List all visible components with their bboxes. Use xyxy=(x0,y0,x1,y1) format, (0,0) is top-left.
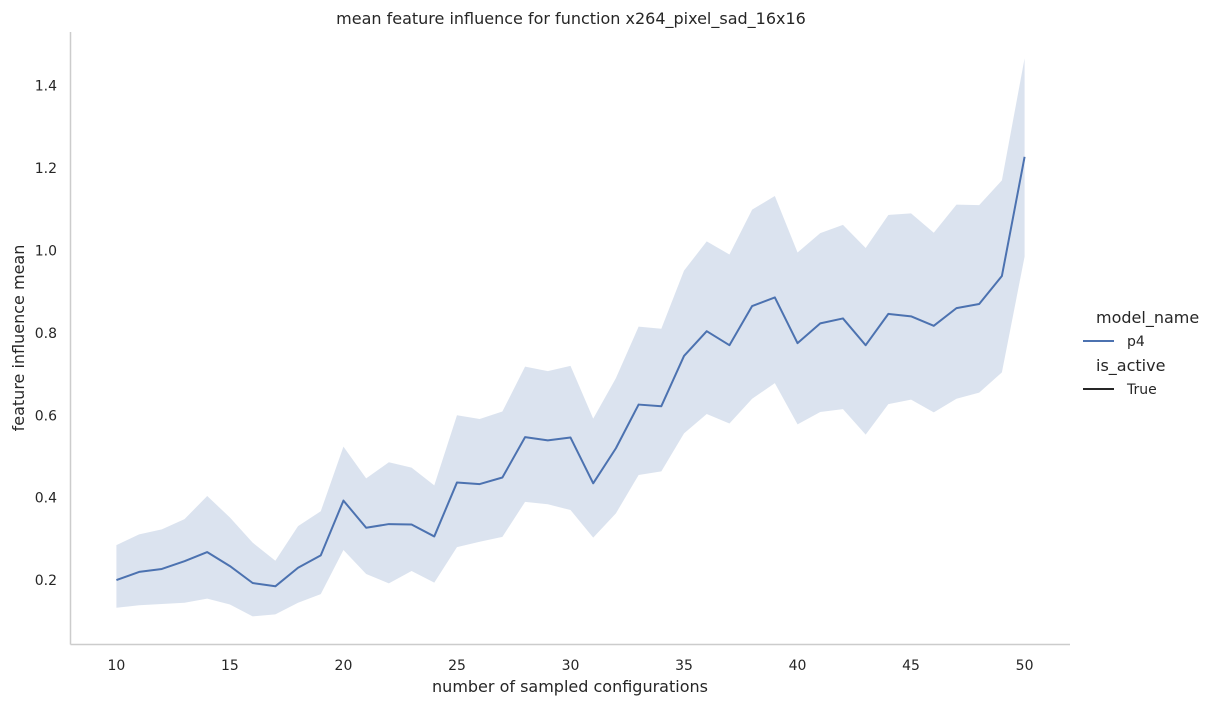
data-point xyxy=(545,438,550,443)
legend-label-true: True xyxy=(1126,382,1157,398)
data-point xyxy=(886,311,891,316)
data-point xyxy=(1022,154,1027,159)
data-point xyxy=(114,578,119,583)
confidence-band xyxy=(116,58,1025,617)
data-point xyxy=(432,534,437,539)
y-axis-title: feature influence mean xyxy=(9,245,28,432)
x-tick-label: 35 xyxy=(675,658,693,674)
data-point xyxy=(795,341,800,346)
y-axis-ticks: 0.2 0.4 0.6 0.8 1.0 1.2 1.4 xyxy=(35,79,57,590)
x-tick-label: 40 xyxy=(789,658,807,674)
x-tick-label: 45 xyxy=(902,658,920,674)
data-point xyxy=(159,566,164,571)
data-point xyxy=(409,522,414,527)
x-axis-title: number of sampled configurations xyxy=(432,677,708,696)
data-point xyxy=(682,353,687,358)
data-point xyxy=(568,435,573,440)
x-axis-ticks: 10 15 20 25 30 35 40 45 50 xyxy=(107,658,1033,674)
y-tick-label: 0.8 xyxy=(35,326,57,342)
data-point xyxy=(227,564,232,569)
x-tick-label: 15 xyxy=(221,658,239,674)
data-point xyxy=(341,498,346,503)
data-point xyxy=(205,550,210,555)
y-tick-label: 0.4 xyxy=(35,491,57,507)
y-tick-label: 1.2 xyxy=(35,161,57,177)
x-tick-label: 30 xyxy=(562,658,580,674)
x-tick-label: 25 xyxy=(448,658,466,674)
data-point xyxy=(296,565,301,570)
series-line-p4 xyxy=(116,156,1026,588)
data-point xyxy=(999,273,1004,278)
legend-title-is-active: is_active xyxy=(1096,356,1165,376)
data-point xyxy=(182,559,187,564)
y-tick-label: 0.6 xyxy=(35,408,57,424)
data-point xyxy=(364,525,369,530)
data-point xyxy=(659,404,664,409)
data-point xyxy=(977,302,982,307)
data-point xyxy=(909,314,914,319)
data-point xyxy=(477,482,482,487)
data-point xyxy=(750,304,755,309)
legend: model_name p4 is_active True xyxy=(1083,308,1199,398)
y-tick-label: 1.4 xyxy=(35,79,57,95)
legend-title-model-name: model_name xyxy=(1096,308,1199,328)
data-point xyxy=(454,480,459,485)
data-point xyxy=(704,329,709,334)
data-point xyxy=(523,435,528,440)
data-point xyxy=(613,446,618,451)
plot-area xyxy=(114,58,1027,617)
data-point xyxy=(500,475,505,480)
data-point xyxy=(318,553,323,558)
legend-label-p4: p4 xyxy=(1127,334,1145,350)
data-point xyxy=(250,581,255,586)
data-point xyxy=(137,569,142,574)
x-tick-label: 50 xyxy=(1016,658,1034,674)
y-tick-label: 1.0 xyxy=(35,243,57,259)
data-point xyxy=(954,306,959,311)
data-point xyxy=(273,584,278,589)
data-point xyxy=(818,321,823,326)
data-point xyxy=(863,343,868,348)
data-point xyxy=(591,481,596,486)
data-point xyxy=(840,316,845,321)
data-point xyxy=(636,402,641,407)
x-tick-label: 20 xyxy=(335,658,353,674)
data-point xyxy=(727,343,732,348)
y-tick-label: 0.2 xyxy=(35,573,57,589)
chart-title: mean feature influence for function x264… xyxy=(336,9,806,29)
data-point xyxy=(386,522,391,527)
x-tick-label: 10 xyxy=(107,658,125,674)
data-point xyxy=(931,323,936,328)
data-point xyxy=(772,295,777,300)
